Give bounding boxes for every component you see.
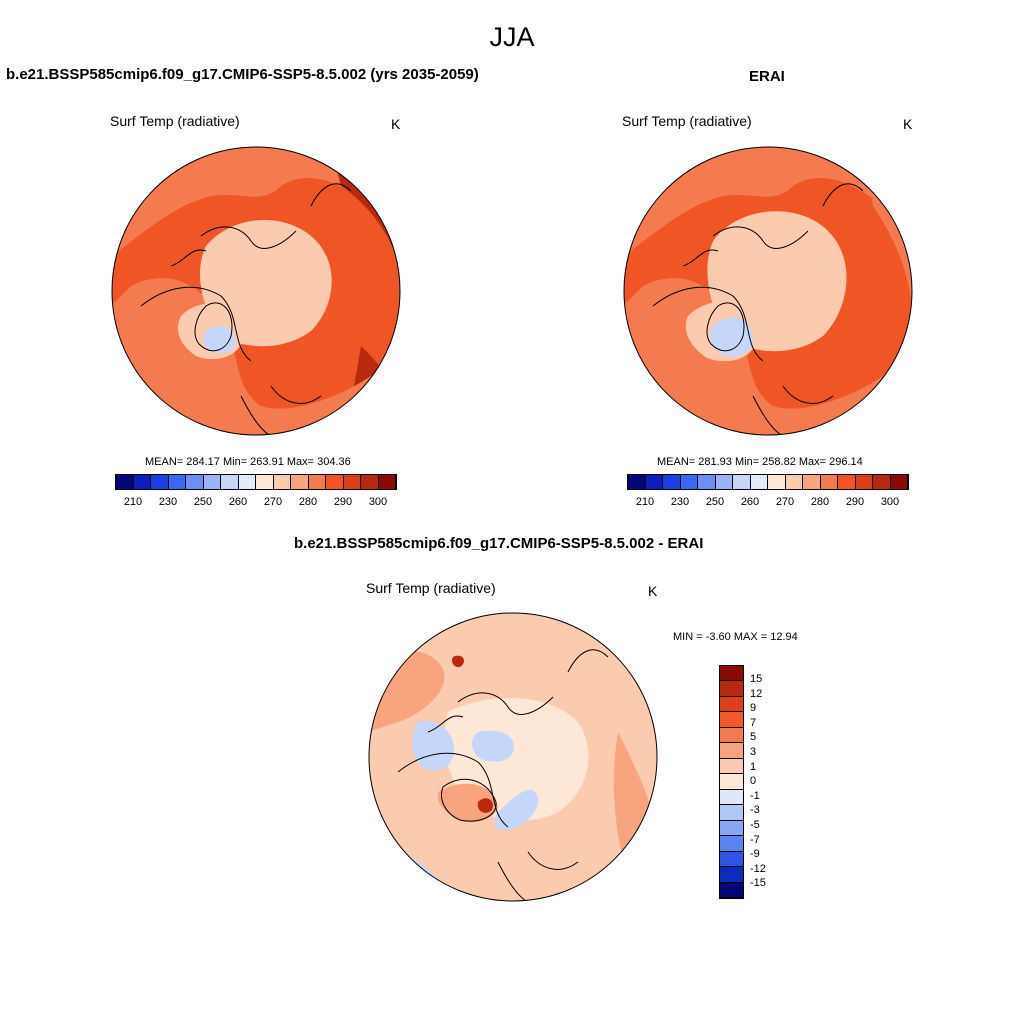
colorbar-swatch xyxy=(803,475,821,489)
colorbar-tick-label: 300 xyxy=(368,496,388,508)
obs-variable-label: Surf Temp (radiative) xyxy=(622,113,752,129)
colorbar-tick-label: 210 xyxy=(635,496,655,508)
colorbar-tick-label: 12 xyxy=(750,687,763,700)
colorbar-tick-label: 280 xyxy=(298,496,318,508)
model-panel-title: b.e21.BSSP585cmip6.f09_g17.CMIP6-SSP5-8.… xyxy=(6,66,479,83)
colorbar-swatch xyxy=(291,475,309,489)
colorbar-tick-label: 3 xyxy=(750,746,757,758)
colorbar-swatch xyxy=(720,712,743,728)
model-units-label: K xyxy=(391,116,401,132)
colorbar-swatch xyxy=(203,475,221,489)
colorbar-tick-label: 300 xyxy=(880,496,900,508)
colorbar-swatch xyxy=(720,805,743,821)
diff-units-label: K xyxy=(648,583,658,599)
colorbar-tick-label: 210 xyxy=(123,496,143,508)
colorbar-swatch xyxy=(116,475,134,489)
obs-units-label: K xyxy=(903,116,913,132)
colorbar-swatch xyxy=(256,475,274,489)
diff-variable-label: Surf Temp (radiative) xyxy=(366,580,496,596)
colorbar-tick-label: -1 xyxy=(750,789,760,802)
colorbar-tick-label: 280 xyxy=(810,496,830,508)
diff-polar-map xyxy=(368,612,658,902)
colorbar-swatch xyxy=(378,475,396,489)
colorbar-swatch xyxy=(720,851,743,868)
colorbar-swatch xyxy=(873,475,891,489)
obs-colorbar xyxy=(627,474,909,490)
colorbar-tick-label: 0 xyxy=(750,775,757,788)
colorbar-swatch xyxy=(361,475,379,489)
diff-panel-title: b.e21.BSSP585cmip6.f09_g17.CMIP6-SSP5-8.… xyxy=(294,535,704,552)
colorbar-swatch xyxy=(680,475,698,489)
model-colorbar xyxy=(115,474,397,490)
diff-stats: MIN = -3.60 MAX = 12.94 xyxy=(673,631,798,643)
obs-polar-map xyxy=(623,146,913,436)
colorbar-swatch xyxy=(890,475,908,489)
colorbar-swatch xyxy=(720,867,743,883)
colorbar-swatch xyxy=(720,727,743,744)
colorbar-swatch xyxy=(343,475,361,489)
colorbar-swatch xyxy=(715,475,733,489)
colorbar-tick-label: 260 xyxy=(740,496,760,508)
colorbar-tick-label: 290 xyxy=(333,496,353,508)
colorbar-swatch xyxy=(645,475,663,489)
colorbar-swatch xyxy=(720,758,743,775)
colorbar-tick-label: 270 xyxy=(263,496,283,508)
colorbar-tick-label: 230 xyxy=(670,496,690,508)
colorbar-tick-label: 250 xyxy=(705,496,725,508)
model-stats: MEAN= 284.17 Min= 263.91 Max= 304.36 xyxy=(145,456,351,468)
colorbar-tick-label: 5 xyxy=(750,731,757,744)
colorbar-tick-label: 1 xyxy=(750,760,757,773)
colorbar-swatch xyxy=(720,789,743,806)
colorbar-swatch xyxy=(308,475,326,489)
colorbar-swatch xyxy=(750,475,768,489)
colorbar-tick-label: 250 xyxy=(193,496,213,508)
colorbar-tick-label: -9 xyxy=(750,848,760,861)
colorbar-tick-label: 260 xyxy=(228,496,248,508)
diff-colorbar xyxy=(719,665,744,899)
colorbar-tick-label: -3 xyxy=(750,804,760,817)
colorbar-swatch xyxy=(628,475,646,489)
colorbar-tick-label: 15 xyxy=(750,673,763,685)
colorbar-swatch xyxy=(733,475,751,489)
colorbar-swatch xyxy=(720,774,743,790)
colorbar-swatch xyxy=(326,475,344,489)
colorbar-swatch xyxy=(720,696,743,713)
colorbar-swatch xyxy=(133,475,151,489)
colorbar-swatch xyxy=(221,475,239,489)
colorbar-swatch xyxy=(186,475,204,489)
colorbar-tick-label: 290 xyxy=(845,496,865,508)
obs-panel-title: ERAI xyxy=(749,68,785,85)
model-polar-map xyxy=(111,146,401,436)
colorbar-swatch xyxy=(720,836,743,852)
colorbar-swatch xyxy=(720,820,743,837)
model-variable-label: Surf Temp (radiative) xyxy=(110,113,240,129)
colorbar-tick-label: -15 xyxy=(750,877,766,890)
colorbar-tick-label: -5 xyxy=(750,819,760,831)
colorbar-swatch xyxy=(720,743,743,759)
colorbar-swatch xyxy=(698,475,716,489)
obs-stats: MEAN= 281.93 Min= 258.82 Max= 296.14 xyxy=(657,456,863,468)
colorbar-swatch xyxy=(273,475,291,489)
colorbar-tick-label: 270 xyxy=(775,496,795,508)
figure-title: JJA xyxy=(489,22,535,52)
colorbar-swatch xyxy=(168,475,186,489)
colorbar-tick-label: -7 xyxy=(750,833,760,846)
colorbar-swatch xyxy=(768,475,786,489)
colorbar-tick-label: 9 xyxy=(750,702,757,715)
colorbar-swatch xyxy=(785,475,803,489)
colorbar-swatch xyxy=(855,475,873,489)
colorbar-swatch xyxy=(663,475,681,489)
colorbar-tick-label: 230 xyxy=(158,496,178,508)
colorbar-swatch xyxy=(238,475,256,489)
colorbar-swatch xyxy=(820,475,838,489)
colorbar-swatch xyxy=(720,681,743,697)
colorbar-swatch xyxy=(838,475,856,489)
colorbar-tick-label: 7 xyxy=(750,716,757,729)
colorbar-swatch xyxy=(151,475,169,489)
colorbar-swatch xyxy=(720,666,743,682)
colorbar-swatch xyxy=(720,882,743,898)
colorbar-tick-label: -12 xyxy=(750,862,766,875)
